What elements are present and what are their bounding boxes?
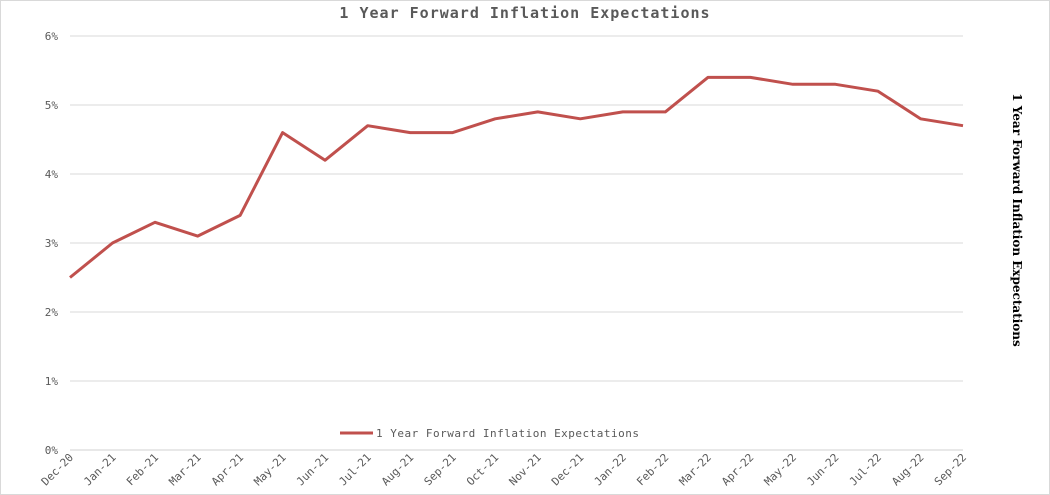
y-tick-labels: 0% 1% 2% 3% 4% 5% 6%: [45, 30, 59, 457]
x-tick-label: Feb-22: [634, 451, 671, 488]
y-tick-label: 1%: [45, 375, 59, 388]
x-tick-label: Apr-21: [209, 451, 246, 488]
x-tick-label: Jun-21: [294, 451, 331, 488]
series-layer: [69, 75, 964, 279]
y-tick-label: 4%: [45, 168, 59, 181]
x-tick-label: Dec-21: [549, 451, 586, 488]
chart-title: 1 Year Forward Inflation Expectations: [339, 4, 711, 22]
x-tick-label: May-21: [251, 451, 288, 488]
x-tick-label: Mar-22: [677, 451, 714, 488]
x-tick-label: Nov-21: [507, 451, 544, 488]
x-tick-label: Aug-21: [379, 451, 416, 488]
series-line: [69, 75, 964, 279]
x-tick-labels: Dec-20 Jan-21 Feb-21 Mar-21 Apr-21 May-21 Jun-…: [39, 451, 969, 488]
legend: 1 Year Forward Inflation Expectations: [340, 427, 640, 440]
y-tick-label: 5%: [45, 99, 59, 112]
legend-label: 1 Year Forward Inflation Expectations: [376, 427, 640, 440]
y-tick-label: 2%: [45, 306, 59, 319]
x-tick-label: Jan-22: [592, 451, 629, 488]
x-tick-label: Jul-21: [336, 451, 373, 488]
y-tick-label: 6%: [45, 30, 59, 43]
x-tick-label: Sep-21: [422, 451, 459, 488]
x-tick-label: Oct-21: [464, 451, 501, 488]
x-tick-label: Jul-22: [847, 451, 884, 488]
x-tick-label: Jan-21: [81, 451, 118, 488]
y-tick-label: 0%: [45, 444, 59, 457]
x-tick-label: Jun-22: [804, 451, 841, 488]
gridlines: [70, 35, 963, 451]
x-tick-label: May-22: [762, 451, 799, 488]
x-tick-label: Feb-21: [124, 451, 161, 488]
x-tick-label: Mar-21: [166, 451, 203, 488]
x-tick-label: Aug-22: [889, 451, 926, 488]
x-tick-label: Sep-22: [932, 451, 969, 488]
y-tick-label: 3%: [45, 237, 59, 250]
x-tick-label: Apr-22: [719, 451, 756, 488]
